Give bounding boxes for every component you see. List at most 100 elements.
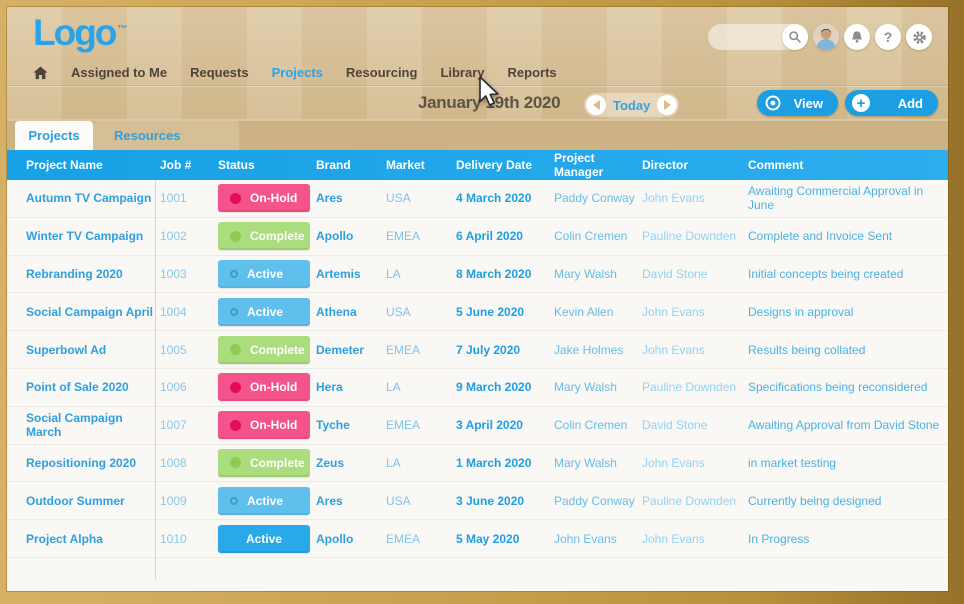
search-bar[interactable] <box>708 24 808 50</box>
cell-comment: Initial concepts being created <box>748 266 904 281</box>
col-market: Market <box>386 158 425 172</box>
status-badge[interactable]: On-Hold <box>218 373 310 402</box>
status-badge[interactable]: On-Hold <box>218 184 310 213</box>
cell-project-manager: Jake Holmes <box>554 342 624 357</box>
cell-project-manager: Colin Cremen <box>554 229 628 244</box>
cell-project-name: Point of Sale 2020 <box>26 380 129 395</box>
cell-director: John Evans <box>642 304 705 319</box>
search-input[interactable] <box>718 24 782 50</box>
table-row[interactable]: Winter TV Campaign 1002 Complete Apollo … <box>7 218 948 256</box>
status-badge[interactable]: On-Hold <box>218 411 310 440</box>
cell-delivery-date: 5 June 2020 <box>456 304 525 319</box>
current-date: January 19th 2020 <box>418 93 561 112</box>
nav-item-projects[interactable]: Projects <box>271 65 323 80</box>
cell-market: EMEA <box>386 342 421 357</box>
status-dot-icon <box>230 269 238 278</box>
view-button-label: View <box>793 95 823 111</box>
cell-market: LA <box>386 266 401 281</box>
tab-resources[interactable]: Resources <box>93 121 239 150</box>
table-row[interactable]: Social Campaign April 1004 Active Athena… <box>7 293 948 332</box>
nav-item-reports[interactable]: Reports <box>507 65 557 80</box>
cell-market: EMEA <box>386 418 421 433</box>
cell-project-manager: Mary Walsh <box>554 266 617 281</box>
status-dot-icon <box>230 419 241 431</box>
app-surface: Logo ™ <box>7 7 948 591</box>
cell-brand: Ares <box>316 493 343 508</box>
status-badge[interactable]: Active <box>218 259 310 288</box>
table-row[interactable]: Superbowl Ad 1005 Complete Demeter EMEA … <box>7 331 948 369</box>
notifications-button[interactable] <box>844 24 870 50</box>
table-header-row: Project Name Job # Status Brand Market D… <box>7 150 948 180</box>
cell-brand: Zeus <box>316 455 345 470</box>
cell-project-name: Winter TV Campaign <box>26 229 144 244</box>
nav-item-library[interactable]: Library <box>440 65 485 80</box>
cell-delivery-date: 1 March 2020 <box>456 455 532 470</box>
today-button[interactable]: Today <box>613 97 651 113</box>
date-toolbar: January 19th 2020 Today View + Add <box>7 85 948 119</box>
prev-day-button[interactable] <box>586 95 606 115</box>
status-dot-icon <box>230 344 241 356</box>
cell-job-number: 1005 <box>160 342 187 357</box>
cell-director: John Evans <box>642 342 705 357</box>
user-avatar[interactable] <box>813 24 839 50</box>
col-job-number: Job # <box>160 158 192 172</box>
status-badge[interactable]: Active <box>218 486 310 515</box>
logo: Logo ™ <box>33 12 127 54</box>
add-button-label: Add <box>897 95 923 111</box>
status-label: On-Hold <box>250 191 298 206</box>
table-row[interactable]: Repositioning 2020 1008 Complete Zeus LA… <box>7 445 948 483</box>
cell-project-name: Autumn TV Campaign <box>26 191 152 206</box>
cell-project-name: Rebranding 2020 <box>26 266 123 281</box>
col-comment: Comment <box>748 158 804 172</box>
table-row[interactable]: Point of Sale 2020 1006 On-Hold Hera LA … <box>7 369 948 407</box>
home-icon[interactable] <box>33 65 48 80</box>
cell-director: David Stone <box>642 266 708 281</box>
table-row[interactable]: Outdoor Summer 1009 Active Ares USA 3 Ju… <box>7 482 948 521</box>
plus-icon: + <box>852 94 870 112</box>
view-button[interactable]: View <box>757 90 838 116</box>
table-row[interactable]: Autumn TV Campaign 1001 On-Hold Ares USA… <box>7 180 948 218</box>
status-badge[interactable]: Complete <box>218 335 310 364</box>
tab-strip: Projects Resources <box>7 119 948 150</box>
cell-delivery-date: 7 July 2020 <box>456 342 521 357</box>
search-button[interactable] <box>782 24 808 50</box>
table-row[interactable]: Project Alpha 1010 Active Apollo EMEA 5 … <box>7 520 948 558</box>
nav-item-resourcing[interactable]: Resourcing <box>345 65 418 80</box>
cell-project-manager: John Evans <box>554 531 617 546</box>
cell-project-manager: Mary Walsh <box>554 380 617 395</box>
status-badge[interactable]: Complete <box>218 222 310 251</box>
cell-job-number: 1008 <box>160 455 187 470</box>
cell-comment: Awaiting Approval from David Stone <box>748 418 940 433</box>
cell-job-number: 1009 <box>160 493 187 508</box>
tab-projects[interactable]: Projects <box>15 121 93 150</box>
cell-market: EMEA <box>386 531 421 546</box>
cell-market: USA <box>386 304 411 319</box>
cell-brand: Ares <box>316 191 343 206</box>
cell-comment: Awaiting Commercial Approval in June <box>748 184 924 213</box>
settings-button[interactable] <box>906 24 932 50</box>
cell-brand: Athena <box>316 304 357 319</box>
cell-comment: Designs in approval <box>748 304 854 319</box>
table-row[interactable]: Rebranding 2020 1003 Active Artemis LA 8… <box>7 256 948 294</box>
nav-item-requests[interactable]: Requests <box>190 65 249 80</box>
table-row[interactable]: Social Campaign March 1007 On-Hold Tyche… <box>7 407 948 445</box>
date-navigator: Today <box>584 93 680 117</box>
cell-director: Pauline Downden <box>642 229 737 244</box>
status-label: Complete <box>250 342 305 357</box>
cell-job-number: 1001 <box>160 191 187 206</box>
add-button[interactable]: + Add <box>845 90 938 116</box>
column-divider <box>155 180 156 580</box>
status-badge[interactable]: Complete <box>218 448 310 477</box>
status-dot-icon <box>230 496 238 505</box>
cell-delivery-date: 8 March 2020 <box>456 266 532 281</box>
col-director: Director <box>642 158 689 172</box>
next-day-button[interactable] <box>657 95 678 115</box>
status-dot-icon <box>230 230 241 242</box>
status-label: Active <box>247 266 284 281</box>
cell-project-name: Social Campaign March <box>26 411 123 440</box>
status-badge[interactable]: Active <box>218 297 310 326</box>
status-badge[interactable]: Active <box>218 524 310 553</box>
nav-item-assigned-to-me[interactable]: Assigned to Me <box>71 65 168 80</box>
cell-job-number: 1006 <box>160 380 187 395</box>
help-button[interactable]: ? <box>875 24 901 50</box>
